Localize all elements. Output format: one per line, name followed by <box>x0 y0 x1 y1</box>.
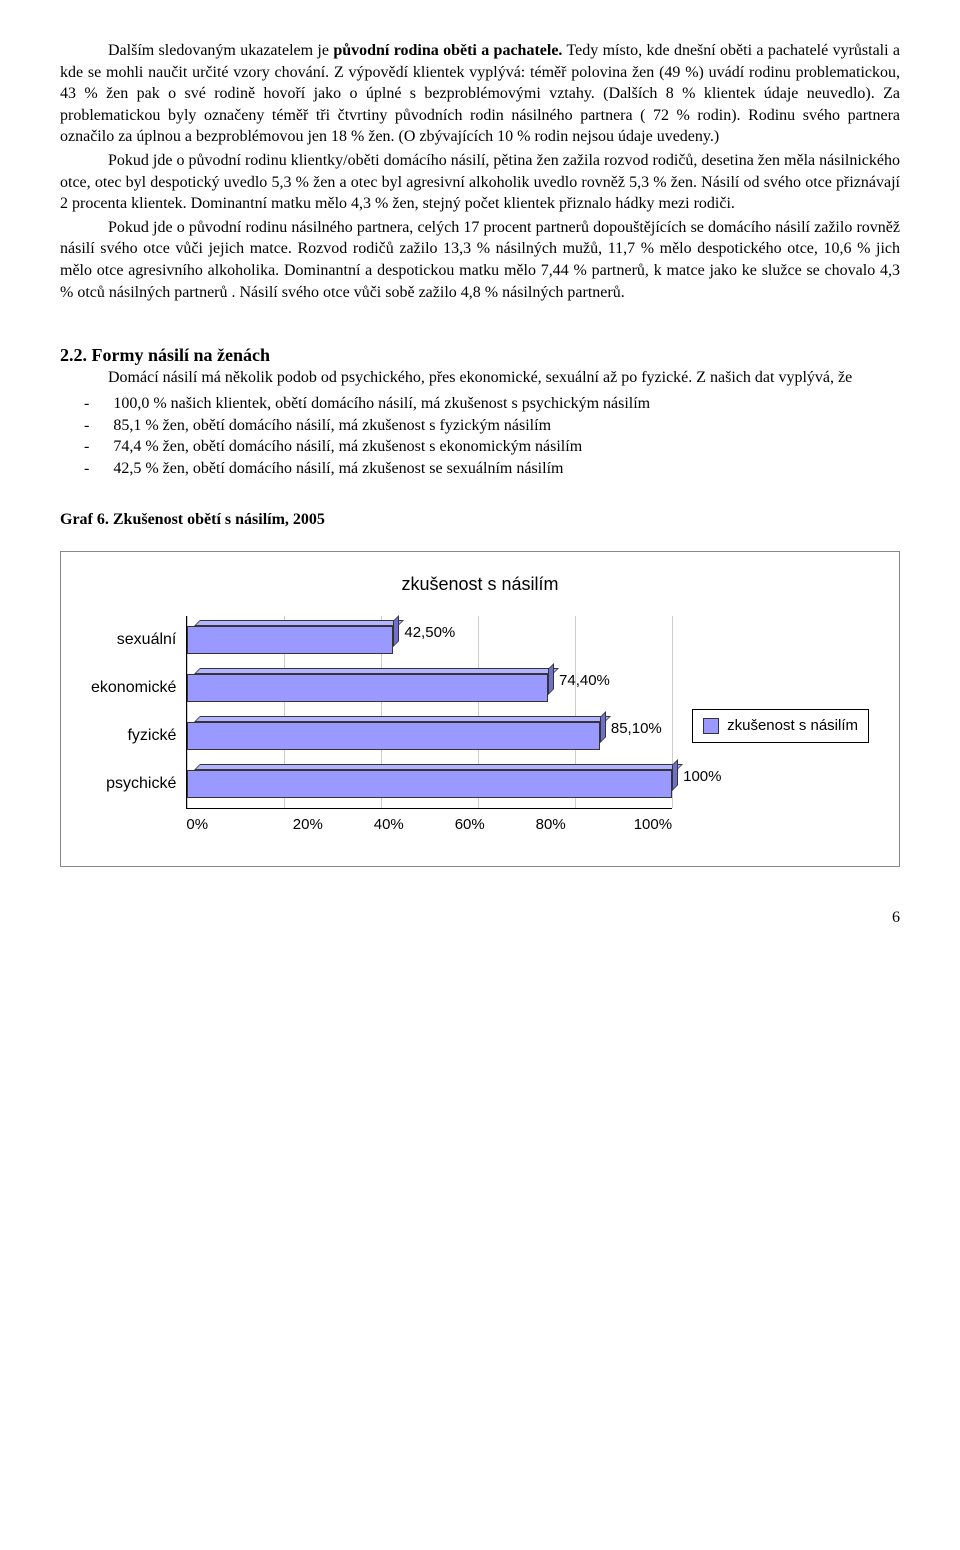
y-label: ekonomické <box>91 664 176 712</box>
chart-container: zkušenost s násilím sexuální ekonomické … <box>60 551 900 867</box>
bar-value-label: 85,10% <box>599 719 662 739</box>
chart-legend: zkušenost s násilím <box>692 709 869 743</box>
plot-area: 42,50% 74,40% 85,10% 100% <box>186 616 672 809</box>
x-tick-label: 40% <box>348 815 429 835</box>
bar: 74,40% <box>187 674 548 702</box>
graf-title: Graf 6. Zkušenost obětí s násilím, 2005 <box>60 509 900 531</box>
x-tick-label: 100% <box>591 815 672 835</box>
paragraph-2: Pokud jde o původní rodinu klientky/obět… <box>60 150 900 215</box>
bar: 85,10% <box>187 722 600 750</box>
bullet-item: 85,1 % žen, obětí domácího násilí, má zk… <box>60 415 900 437</box>
x-tick-label: 60% <box>429 815 510 835</box>
bullet-list: 100,0 % našich klientek, obětí domácího … <box>60 393 900 479</box>
paragraph-1: Dalším sledovaným ukazatelem je původní … <box>60 40 900 148</box>
bar: 42,50% <box>187 626 393 654</box>
x-tick-label: 20% <box>267 815 348 835</box>
para1-bold: původní rodina oběti a pachatele. <box>333 42 562 59</box>
y-label: sexuální <box>91 616 176 664</box>
bullet-item: 100,0 % našich klientek, obětí domácího … <box>60 393 900 415</box>
page-number: 6 <box>60 907 900 929</box>
section-intro: Domácí násilí má několik podob od psychi… <box>60 367 900 389</box>
legend-label: zkušenost s násilím <box>727 716 858 736</box>
section-heading: 2.2. Formy násilí na ženách <box>60 343 900 367</box>
legend-swatch <box>703 718 719 734</box>
bullet-item: 42,5 % žen, obětí domácího násilí, má zk… <box>60 458 900 480</box>
y-label: psychické <box>91 760 176 808</box>
bar-row: 42,50% <box>187 626 393 654</box>
chart-body: sexuální ekonomické fyzické psychické 42… <box>91 616 869 835</box>
para1-prefix: Dalším sledovaným ukazatelem je <box>108 42 333 59</box>
x-tick-label: 80% <box>510 815 591 835</box>
bar-row: 100% <box>187 770 672 798</box>
chart-title: zkušenost s násilím <box>91 572 869 596</box>
bar-value-label: 74,40% <box>547 671 610 691</box>
y-label: fyzické <box>91 712 176 760</box>
bullet-item: 74,4 % žen, obětí domácího násilí, má zk… <box>60 436 900 458</box>
x-tick-label: 0% <box>186 815 267 835</box>
bar-value-label: 42,50% <box>392 623 455 643</box>
bar: 100% <box>187 770 672 798</box>
x-axis: 0%20%40%60%80%100% <box>186 815 672 835</box>
bar-value-label: 100% <box>671 767 721 787</box>
paragraph-3: Pokud jde o původní rodinu násilného par… <box>60 217 900 303</box>
bar-row: 85,10% <box>187 722 600 750</box>
y-axis-labels: sexuální ekonomické fyzické psychické <box>91 616 186 808</box>
bar-row: 74,40% <box>187 674 548 702</box>
